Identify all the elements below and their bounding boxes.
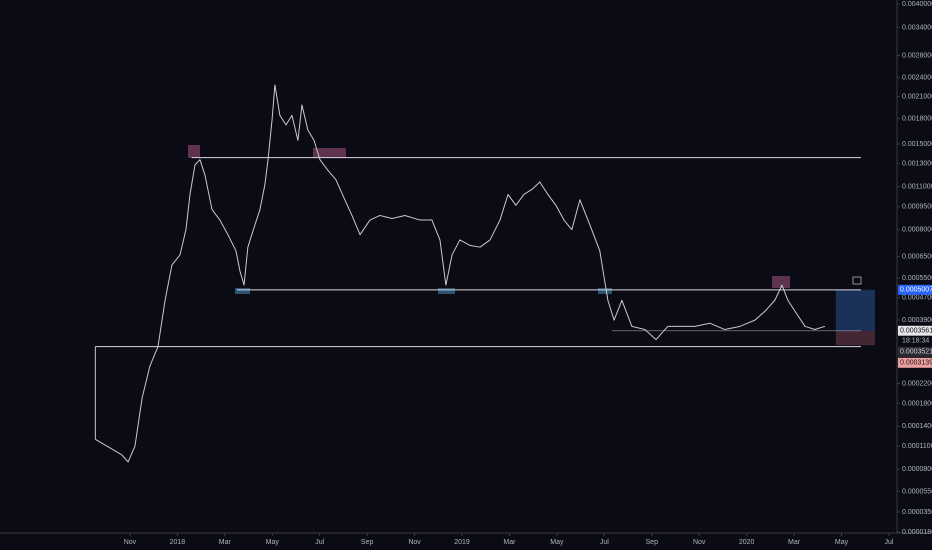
y-tick-label: 0.0003900 <box>902 317 932 324</box>
highlight-box <box>235 288 250 294</box>
price-label: 0.0003561 <box>900 328 932 335</box>
highlight-box <box>313 148 346 158</box>
y-tick-label: 0.0002200 <box>902 380 932 387</box>
price-label-box <box>898 357 932 368</box>
y-tick-label: 0.0015000 <box>902 141 932 148</box>
price-label: 0.0003521 <box>900 349 932 356</box>
x-tick-label: Nov <box>693 539 706 546</box>
x-tick-label: 2018 <box>170 539 186 546</box>
price-line <box>95 84 826 463</box>
flag-icon <box>852 276 862 285</box>
highlight-boxes <box>188 145 862 294</box>
y-tick-label: 0.0018000 <box>902 115 932 122</box>
y-tick-label: 0.0000800 <box>902 466 932 473</box>
y-tick-label: 0.0005500 <box>902 275 932 282</box>
x-tick-label: 2019 <box>454 539 470 546</box>
x-tick-label: Jul <box>315 539 324 546</box>
price-label: 0.0003139 <box>900 360 932 367</box>
y-tick-label: 0.0000550 <box>902 488 932 495</box>
y-tick-label: 0.0008000 <box>902 226 932 233</box>
x-tick-label: May <box>550 539 564 546</box>
x-tick-label: Sep <box>646 539 659 546</box>
x-tick-label: 2020 <box>739 539 755 546</box>
x-tick-label: Jul <box>884 539 893 546</box>
highlight-box <box>598 288 612 294</box>
position-target-zone <box>835 289 875 331</box>
x-tick-label: Mar <box>788 539 801 546</box>
y-tick-label: 0.0009500 <box>902 204 932 211</box>
y-tick-label: 0.0001100 <box>902 443 932 450</box>
y-tick-label: 0.0034000 <box>902 24 932 31</box>
x-tick-label: Mar <box>503 539 516 546</box>
y-tick-label: 0.0024000 <box>902 74 932 81</box>
price-label-box <box>898 346 932 357</box>
price-label-box <box>898 284 932 295</box>
highlight-box <box>772 276 790 288</box>
time-label-box <box>898 335 932 346</box>
y-tick-label: 0.0028000 <box>902 52 932 59</box>
x-tick-label: May <box>266 539 280 546</box>
x-tick-label: Nov <box>124 539 137 546</box>
position-stop-zone <box>835 330 875 346</box>
time-label: 18:18:34 <box>902 338 929 345</box>
y-tick-label: 0.0011000 <box>902 184 932 191</box>
x-tick-label: May <box>835 539 849 546</box>
y-tick-label: 0.0000180 <box>902 529 932 536</box>
y-tick-label: 0.0021000 <box>902 93 932 100</box>
y-tick-label: 0.0040000 <box>902 1 932 8</box>
price-label: 0.0005007 <box>900 287 932 294</box>
x-tick-label: Mar <box>219 539 232 546</box>
y-tick-label: 0.0006500 <box>902 254 932 261</box>
x-tick-label: Sep <box>361 539 374 546</box>
price-label-box <box>898 325 932 336</box>
x-tick-label: Nov <box>408 539 421 546</box>
highlight-box <box>188 145 200 158</box>
y-tick-label: 0.0001800 <box>902 400 932 407</box>
y-tick-label: 0.0013000 <box>902 161 932 168</box>
y-tick-label: 0.0000350 <box>902 509 932 516</box>
x-tick-label: Jul <box>600 539 609 546</box>
highlight-box <box>438 288 455 294</box>
y-tick-label: 0.0001400 <box>902 423 932 430</box>
y-tick-label: 0.0004700 <box>902 294 932 301</box>
